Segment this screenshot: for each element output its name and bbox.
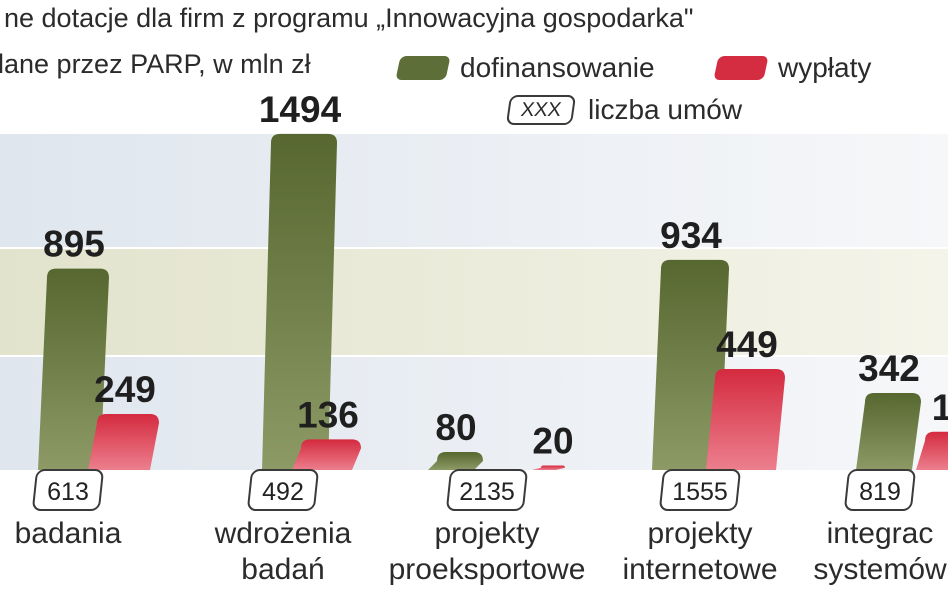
chart-subtitle: lane przez PARP, w mln zł (0, 49, 311, 79)
legend-label-liczba-umow: liczba umów (588, 94, 743, 125)
liczba-umow-value: 819 (859, 478, 901, 506)
category-label: wdrożenia (214, 517, 352, 550)
background-band-middle (0, 248, 948, 356)
category-label: internetowe (622, 553, 777, 586)
category-label: integrac (827, 517, 934, 550)
bar-dofinansowanie (262, 133, 337, 470)
bar-wyplaty (916, 431, 948, 470)
category-label: projekty (434, 517, 539, 550)
category-label: systemów (813, 553, 947, 586)
bar-dofinansowanie (38, 268, 109, 470)
bar-wyplaty (292, 439, 361, 470)
category-label: badania (15, 517, 122, 550)
category-label: badań (241, 553, 324, 586)
value-label-dofinansowanie: 80 (435, 407, 476, 448)
chart-title: ne dotacje dla firm z programu „Innowacy… (4, 3, 694, 33)
legend-dofinansowanie: dofinansowanie (395, 52, 655, 84)
legend-wyplaty: wypłaty (713, 52, 872, 84)
bar-wyplaty (706, 368, 785, 470)
bar-wyplaty (88, 413, 159, 470)
liczba-umow-value: 492 (262, 478, 304, 506)
category-label: projekty (647, 517, 752, 550)
background-band-top (0, 133, 948, 248)
legend-label-wyplaty: wypłaty (778, 52, 872, 83)
liczba-umow-box (247, 469, 319, 511)
value-label-wyplaty: 249 (94, 369, 156, 410)
liczba-umow-value: 613 (47, 478, 89, 506)
value-label-dofinansowanie: 1494 (259, 89, 342, 130)
value-label-dofinansowanie: 895 (43, 224, 105, 265)
value-label-wyplaty: 20 (532, 421, 573, 462)
category-label: proeksportowe (389, 553, 586, 586)
liczba-umow-value: 1555 (672, 478, 728, 506)
bar-wyplaty (532, 465, 565, 470)
liczba-umow-box (659, 469, 741, 511)
bar-dofinansowanie (652, 259, 729, 470)
liczba-umow-value: 2135 (459, 478, 515, 506)
bar-dofinansowanie (428, 452, 483, 470)
value-label-wyplaty: 136 (297, 394, 359, 435)
value-label-wyplaty: 1 (932, 387, 948, 428)
liczba-umow-box (844, 469, 916, 511)
legend-liczba-umow: XXX liczba umów (505, 94, 743, 126)
liczba-umow-box (32, 469, 104, 511)
legend-label-dofinansowanie: dofinansowanie (460, 52, 655, 83)
value-label-wyplaty: 449 (716, 324, 778, 365)
value-label-dofinansowanie: 342 (858, 348, 920, 389)
value-label-dofinansowanie: 934 (660, 215, 722, 256)
background-band-bottom (0, 356, 948, 470)
liczba-umow-box (446, 469, 528, 511)
bar-dofinansowanie (856, 393, 921, 470)
